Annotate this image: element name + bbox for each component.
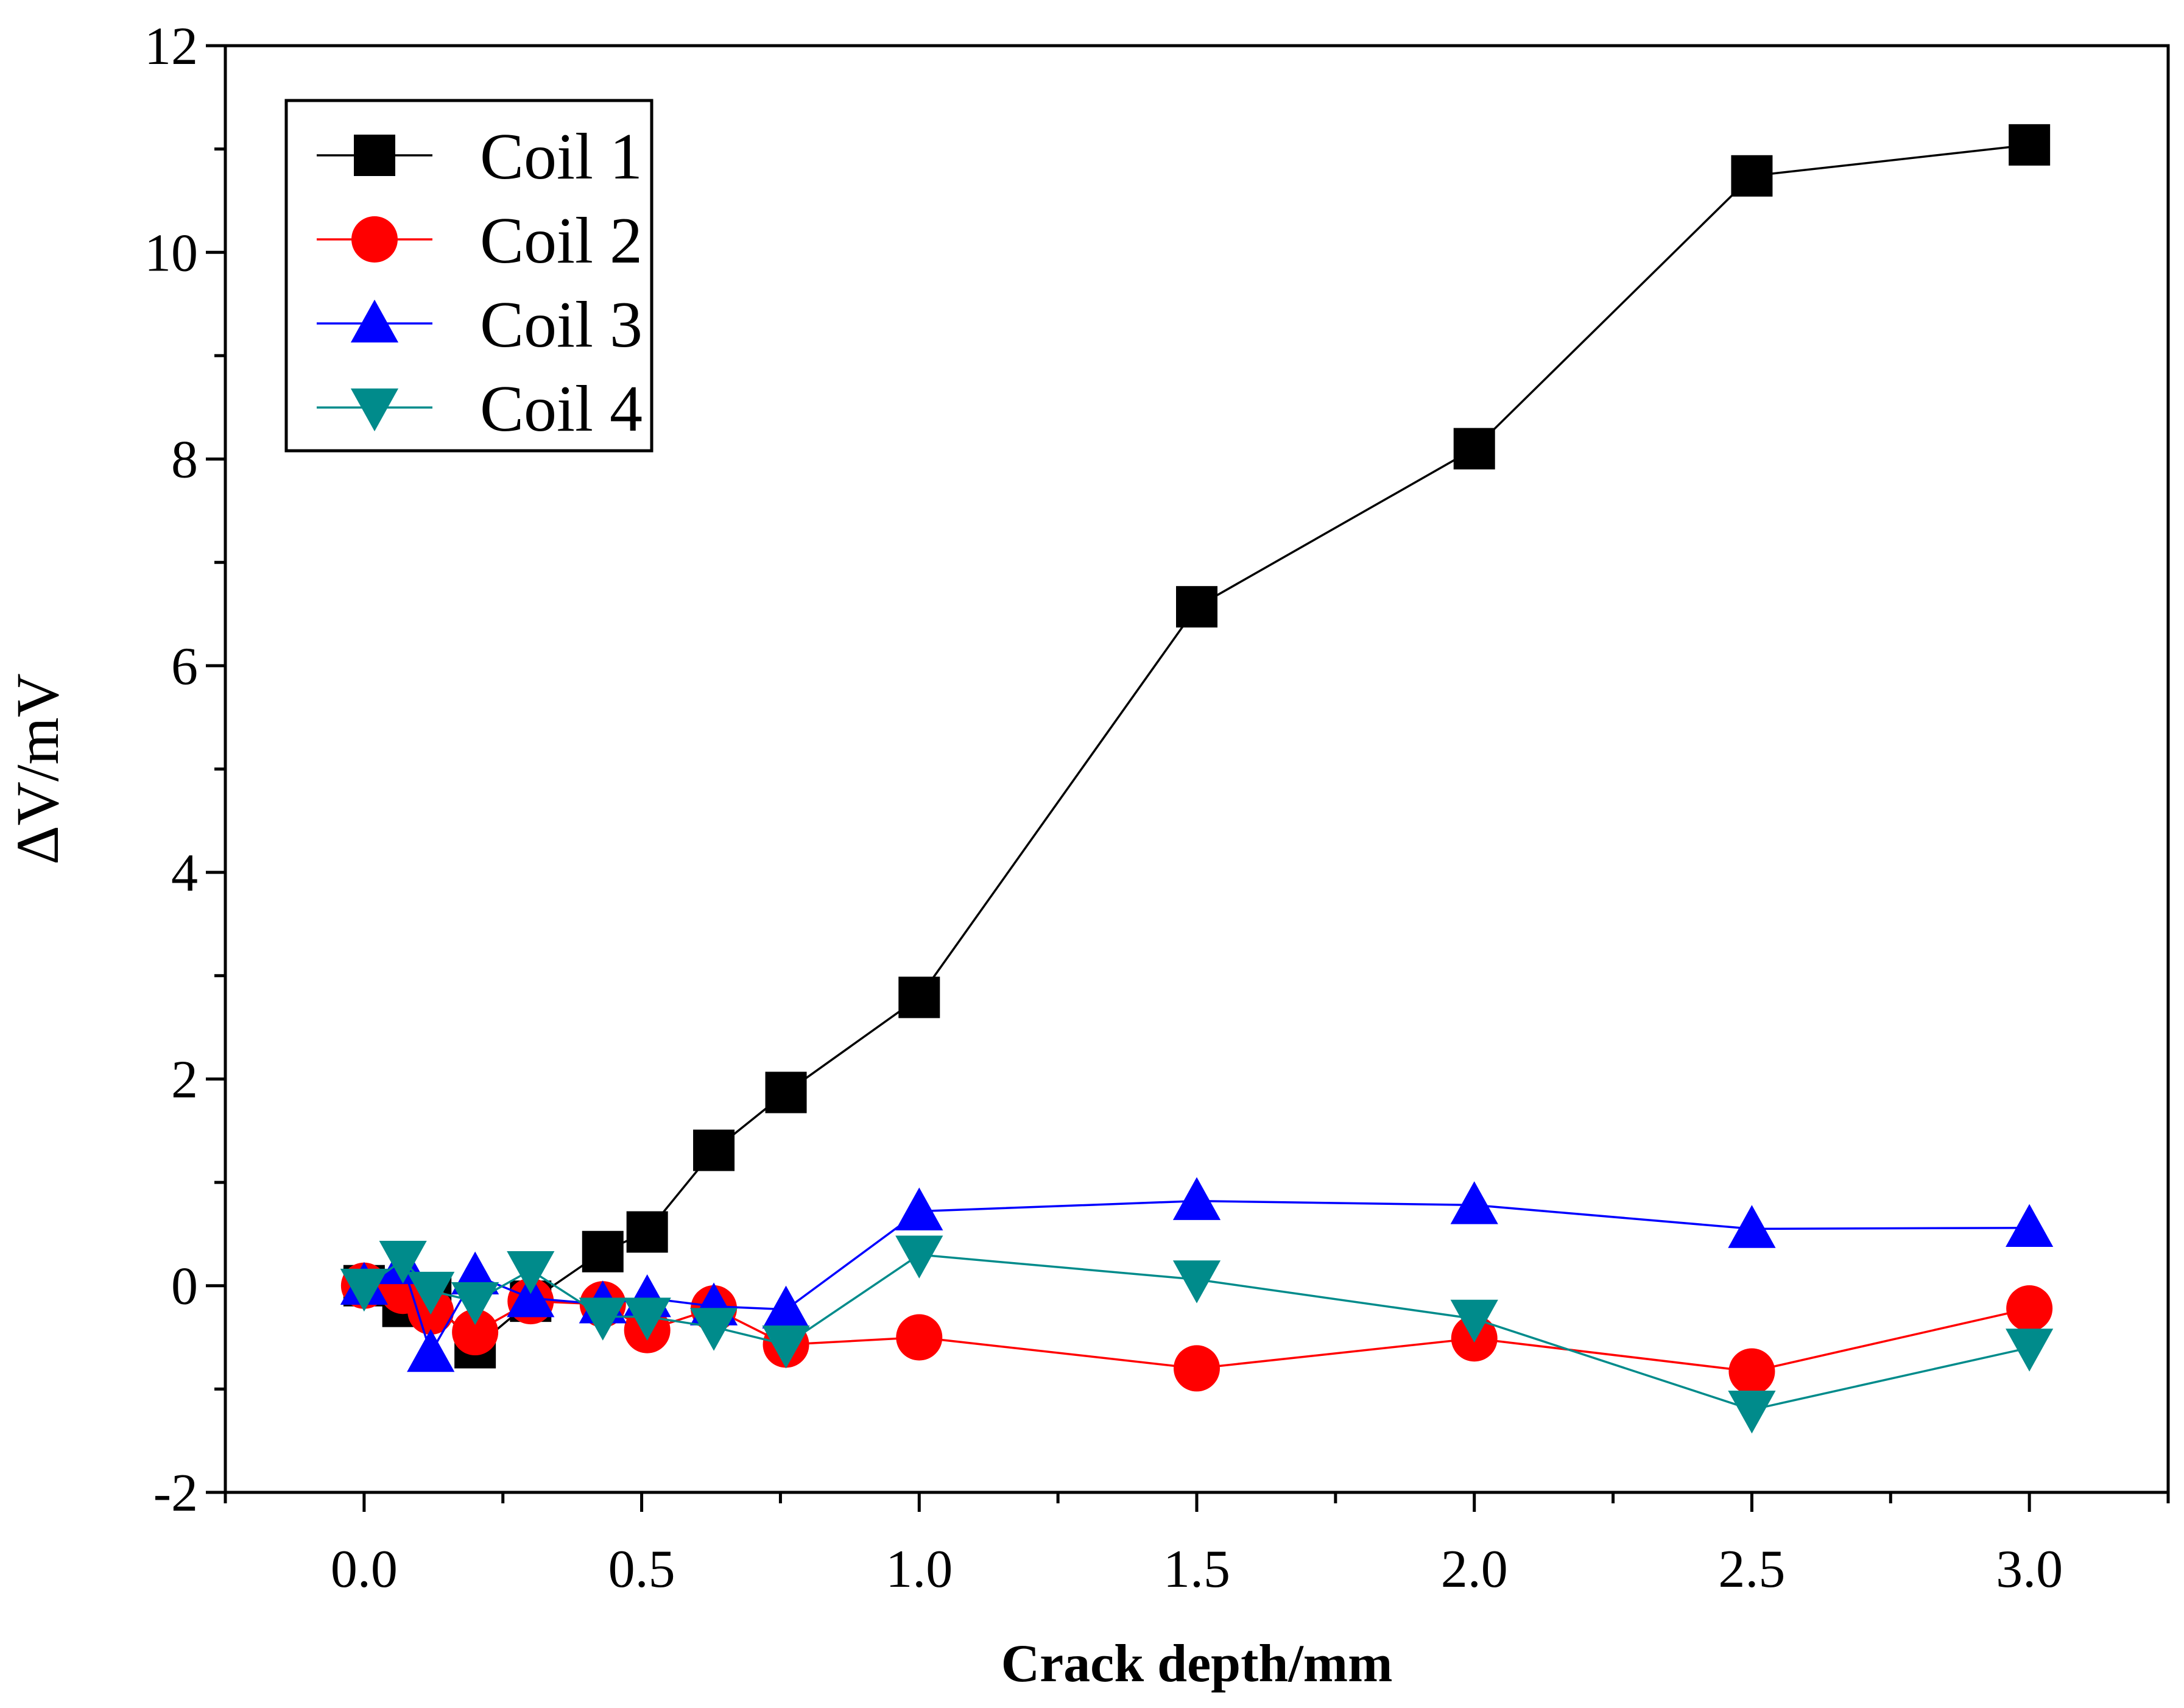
y-tick-label: 12	[144, 17, 198, 76]
x-tick-label: 1.5	[1163, 1540, 1230, 1599]
legend-label: Coil 1	[480, 121, 643, 193]
data-point	[623, 1297, 671, 1341]
legend-item: Coil 3	[317, 289, 643, 361]
legend-label: Coil 4	[480, 373, 643, 445]
y-tick-label: -2	[153, 1464, 198, 1523]
data-point	[689, 1308, 738, 1351]
data-point	[2006, 1204, 2054, 1247]
legend: Coil 1 Coil 2 Coil 3 Coil 4	[284, 99, 653, 453]
legend-item: Coil 4	[317, 373, 643, 445]
y-tick-label: 8	[171, 431, 198, 490]
y-axis-title: ΔV/mV	[4, 673, 71, 864]
legend-label: Coil 2	[480, 205, 643, 277]
legend-item: Coil 2	[317, 205, 643, 277]
x-tick-label: 1.0	[886, 1540, 953, 1599]
data-point	[626, 1211, 668, 1253]
x-axis-title: Crack depth/mm	[1001, 1634, 1393, 1693]
x-tick-label: 3.0	[1996, 1540, 2063, 1599]
data-point	[452, 1309, 499, 1356]
y-tick-label: 10	[144, 224, 198, 283]
data-point	[1728, 1348, 1775, 1395]
data-point	[340, 1268, 388, 1312]
data-point	[1176, 586, 1217, 628]
data-point	[582, 1230, 624, 1272]
legend-marker	[350, 388, 399, 432]
data-point	[1453, 428, 1495, 470]
data-point	[898, 976, 940, 1018]
data-point	[896, 1314, 943, 1361]
data-point	[407, 1271, 455, 1315]
series-4	[340, 1235, 2054, 1434]
y-tick-label: 4	[171, 844, 198, 903]
x-tick-label: 2.0	[1441, 1540, 1508, 1599]
data-point	[2006, 1329, 2054, 1372]
legend-box	[284, 99, 653, 453]
data-point	[1731, 155, 1773, 197]
data-point	[579, 1297, 627, 1341]
data-point	[1172, 1177, 1221, 1220]
data-point	[2009, 124, 2051, 166]
data-point	[762, 1285, 810, 1329]
data-point	[1450, 1299, 1498, 1343]
series-layer	[340, 124, 2054, 1434]
x-tick-label: 0.5	[608, 1540, 675, 1599]
data-point	[507, 1274, 555, 1318]
axes: 0.0 0.5 1.0 1.5 2.0 2.5 3.0 -2 0 2 4 6 8 10 12	[144, 17, 2170, 1599]
y-tick-label: 2	[171, 1050, 198, 1109]
series-line	[364, 1199, 2030, 1356]
data-point	[765, 1071, 807, 1113]
data-point	[451, 1282, 499, 1325]
legend-marker	[350, 299, 399, 343]
y-tick-label: 6	[171, 637, 198, 696]
data-point	[1728, 1205, 1776, 1248]
data-point	[895, 1187, 943, 1230]
x-tick-label: 2.5	[1718, 1540, 1785, 1599]
data-point	[762, 1325, 810, 1369]
data-point	[407, 1329, 455, 1372]
data-point	[1450, 1181, 1498, 1224]
y-tick-label: 0	[171, 1257, 198, 1316]
legend-marker	[351, 216, 398, 263]
data-point	[693, 1129, 735, 1171]
data-point	[895, 1235, 943, 1279]
data-point	[1728, 1391, 1776, 1434]
x-tick-label: 0.0	[331, 1540, 398, 1599]
legend-item: Coil 1	[317, 121, 643, 193]
data-point	[1174, 1345, 1220, 1392]
data-point	[1172, 1260, 1221, 1304]
data-point	[379, 1241, 427, 1284]
data-point	[2006, 1285, 2053, 1332]
legend-label: Coil 3	[480, 289, 643, 361]
data-point	[507, 1251, 555, 1294]
legend-marker	[354, 135, 395, 176]
